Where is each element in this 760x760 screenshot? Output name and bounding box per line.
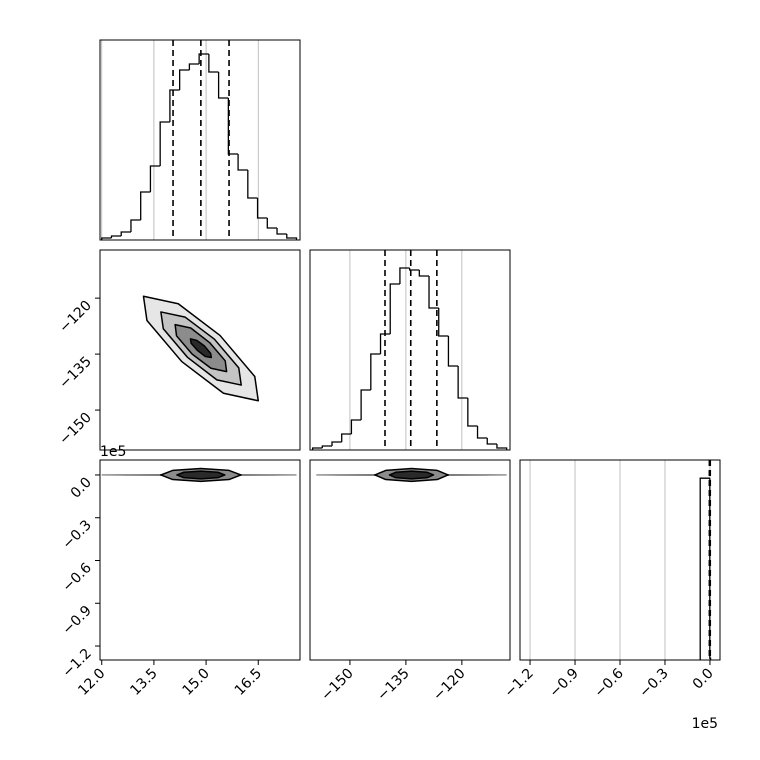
contour (176, 470, 226, 480)
histogram-step (428, 276, 439, 309)
histogram-step (408, 268, 420, 271)
y-tick-label: −0.9 (59, 603, 94, 638)
histogram-step (266, 218, 278, 229)
histogram-step (179, 69, 190, 90)
contour (189, 338, 213, 359)
histogram-step (350, 419, 362, 434)
histogram-step (331, 441, 342, 446)
histogram-step (247, 170, 258, 199)
x-tick-label: 15.0 (180, 666, 213, 699)
histogram-step (379, 333, 391, 354)
x-tick-label: 13.5 (127, 666, 160, 699)
panel-frame (99, 39, 301, 241)
histogram-step (311, 447, 323, 450)
y-tick-label: −150 (56, 410, 95, 449)
histogram-step (276, 228, 287, 235)
histogram-step (418, 270, 430, 277)
histogram-step (169, 89, 180, 122)
x-tick-label: −0.3 (636, 666, 671, 701)
histogram-step (486, 438, 497, 445)
histogram-step (389, 283, 400, 334)
histogram-step (286, 234, 298, 240)
histogram-step (120, 231, 131, 236)
histogram-step (140, 191, 151, 220)
histogram-step (699, 477, 710, 660)
y-tick-label: −0.3 (59, 517, 94, 552)
panel-frame (309, 459, 511, 661)
x-tick-label: −135 (374, 666, 413, 705)
histogram-step (149, 165, 161, 192)
histogram-step (496, 444, 508, 450)
histogram-step (467, 398, 478, 427)
histogram-step (341, 433, 352, 442)
histogram-step (370, 353, 381, 390)
histogram-step (256, 198, 268, 219)
histogram-step (101, 237, 112, 240)
histogram-step (208, 54, 219, 73)
histogram-step (476, 426, 488, 439)
y-tick-label: −0.6 (59, 560, 94, 595)
histogram-step (188, 63, 200, 70)
x-tick-label: −150 (318, 666, 357, 705)
panel-frame (99, 459, 301, 661)
axis-offset-label: 1e5 (100, 444, 126, 460)
histogram-step (217, 72, 229, 99)
histogram-step (198, 53, 209, 64)
histogram-step (110, 235, 122, 238)
histogram-step (709, 478, 712, 660)
histogram-step (130, 219, 141, 232)
x-tick-label: 16.5 (232, 666, 265, 699)
contour (388, 470, 435, 480)
x-tick-label: −0.9 (546, 666, 581, 701)
y-tick-label: −135 (56, 354, 95, 393)
histogram-step (321, 445, 333, 448)
histogram-step (438, 308, 449, 337)
axis-offset-label: 1e5 (692, 716, 718, 732)
x-tick-label: −0.6 (591, 665, 626, 700)
histogram-step (399, 267, 410, 284)
x-tick-label: −120 (430, 666, 469, 705)
histogram-step (360, 389, 371, 420)
x-tick-label: 0.0 (690, 666, 717, 693)
histogram-step (457, 366, 468, 399)
panel-frame (99, 249, 301, 451)
y-tick-label: 0.0 (68, 474, 95, 501)
y-tick-label: −120 (56, 298, 95, 337)
x-tick-label: −1.2 (502, 666, 537, 701)
panel-frame (309, 249, 511, 451)
histogram-step (447, 336, 459, 367)
histogram-step (237, 154, 248, 171)
histogram-step (159, 121, 170, 166)
